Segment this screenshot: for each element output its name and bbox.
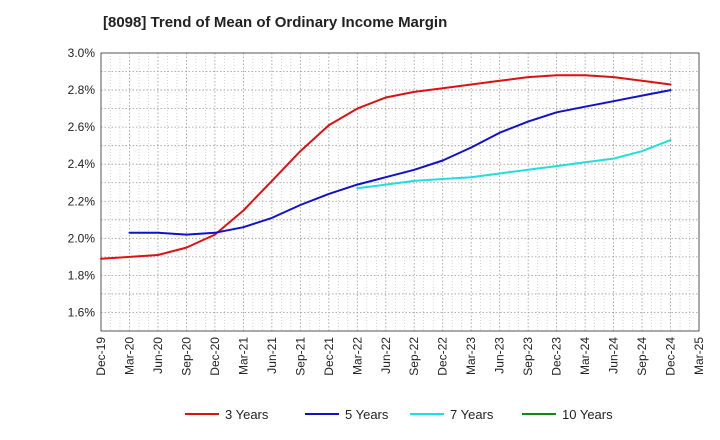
y-tick-label: 3.0% [68, 46, 96, 60]
y-tick-label: 2.8% [68, 83, 96, 97]
y-tick-label: 2.4% [68, 157, 96, 171]
x-tick-label: Jun-22 [379, 337, 393, 374]
series-line-7-years [356, 139, 672, 190]
legend: 3 Years 5 Years 7 Years 10 Years [185, 407, 613, 422]
x-tick-label: Sep-21 [293, 337, 307, 376]
x-tick-label: Mar-20 [122, 337, 136, 375]
legend-label: 10 Years [562, 407, 613, 422]
y-tick-label: 2.6% [68, 120, 96, 134]
series-lines [100, 74, 672, 260]
x-tick-label: Jun-21 [265, 337, 279, 374]
chart-title: [8098] Trend of Mean of Ordinary Income … [103, 14, 448, 31]
legend-label: 5 Years [345, 407, 389, 422]
x-axis-ticks: Dec-19 Mar-20 Jun-20 Sep-20 Dec-20 Mar-21 Jun-… [94, 337, 706, 376]
x-tick-label: Jun-24 [607, 337, 621, 374]
x-tick-label: Jun-23 [493, 337, 507, 374]
x-tick-label: Sep-23 [521, 337, 535, 376]
y-tick-label: 2.0% [68, 231, 96, 245]
x-tick-label: Dec-23 [550, 337, 564, 376]
legend-label: 3 Years [225, 407, 269, 422]
x-tick-label: Dec-24 [664, 337, 678, 376]
x-tick-label: Dec-20 [208, 337, 222, 376]
x-tick-label: Mar-23 [464, 337, 478, 375]
x-tick-label: Dec-21 [322, 337, 336, 376]
x-tick-label: Jun-20 [151, 337, 165, 374]
x-tick-label: Mar-24 [578, 337, 592, 375]
x-tick-label: Sep-20 [179, 337, 193, 376]
x-tick-label: Sep-24 [635, 337, 649, 376]
x-tick-label: Mar-22 [350, 337, 364, 375]
x-tick-label: Dec-22 [436, 337, 450, 376]
x-tick-label: Dec-19 [94, 337, 108, 376]
y-axis-ticks: 1.6% 1.8% 2.0% 2.2% 2.4% 2.6% 2.8% 3.0% [68, 46, 96, 319]
series-line-5-years [128, 89, 672, 236]
y-tick-label: 1.6% [68, 305, 96, 319]
plot-frame [100, 52, 700, 332]
y-tick-label: 2.2% [68, 194, 96, 208]
x-tick-label: Mar-21 [236, 337, 250, 375]
legend-label: 7 Years [450, 407, 494, 422]
grid [101, 53, 699, 331]
x-tick-label: Sep-22 [407, 337, 421, 376]
y-tick-label: 1.8% [68, 268, 96, 282]
series-line-3-years [100, 74, 672, 260]
x-tick-label: Mar-25 [692, 337, 706, 375]
